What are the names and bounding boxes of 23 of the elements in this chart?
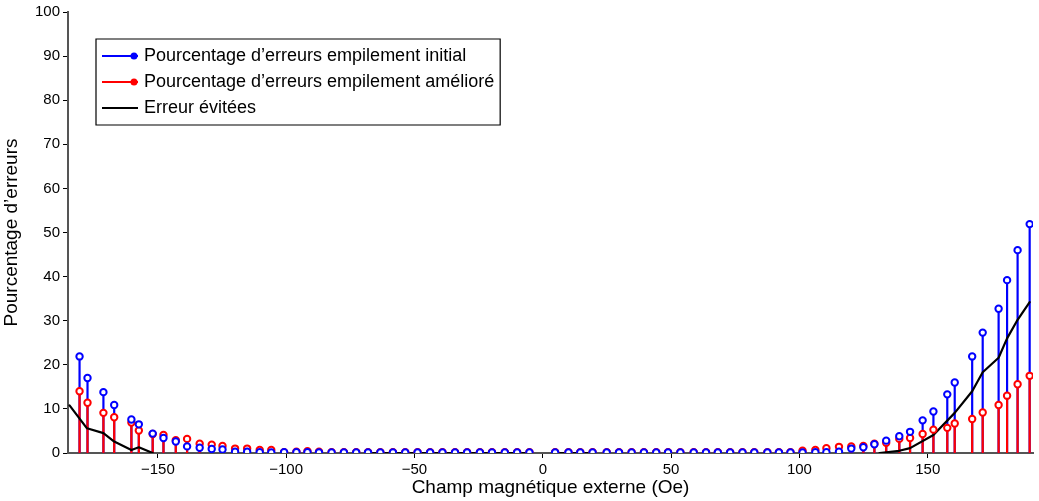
y-tick-label: 50 bbox=[43, 222, 60, 240]
x-tick-label: −100 bbox=[269, 460, 304, 478]
y-tick-label: 60 bbox=[43, 178, 60, 196]
y-tick-label: 80 bbox=[43, 90, 60, 108]
x-tick-label: 150 bbox=[915, 460, 941, 478]
y-tick-label: 0 bbox=[51, 443, 60, 461]
x-tick-label: 50 bbox=[662, 460, 680, 478]
y-tick-label: 40 bbox=[43, 266, 60, 284]
y-tick-label: 30 bbox=[43, 310, 60, 328]
x-tick-label: 0 bbox=[538, 460, 547, 478]
x-axis-title: Champ magnétique externe (Oe) bbox=[411, 475, 690, 497]
y-axis-title: Pourcentage d’erreurs bbox=[0, 138, 21, 327]
x-tick-label: −150 bbox=[140, 460, 175, 478]
legend-label: Pourcentage d’erreurs empilement initial bbox=[144, 44, 467, 65]
legend-label: Erreur évitées bbox=[144, 96, 257, 117]
y-tick-label: 100 bbox=[34, 2, 60, 20]
x-tick-label: 100 bbox=[786, 460, 812, 478]
y-tick-label: 10 bbox=[43, 399, 60, 417]
y-tick-label: 20 bbox=[43, 354, 60, 372]
x-tick-label: −50 bbox=[401, 460, 428, 478]
y-tick-label: 70 bbox=[43, 134, 60, 152]
y-tick-label: 90 bbox=[43, 46, 60, 64]
legend-label: Pourcentage d’erreurs empilement amélioré bbox=[144, 70, 495, 91]
